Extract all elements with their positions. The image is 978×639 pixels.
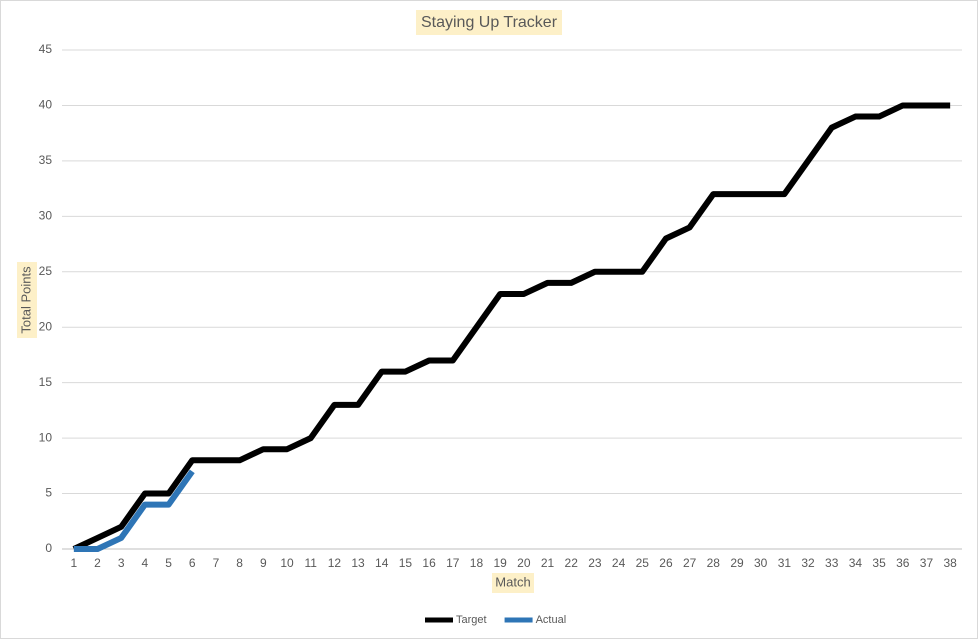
y-tick-label: 10 (39, 430, 53, 444)
y-tick-label: 15 (39, 375, 53, 389)
x-tick-label: 38 (943, 556, 957, 570)
x-tick-label: 34 (849, 556, 863, 570)
y-tick-label: 5 (45, 486, 52, 500)
y-axis-label: Total Points (18, 266, 33, 334)
y-tick-label: 40 (39, 98, 53, 112)
x-tick-label: 27 (683, 556, 697, 570)
x-tick-label: 23 (588, 556, 602, 570)
x-tick-label: 9 (260, 556, 267, 570)
x-tick-label: 13 (351, 556, 365, 570)
x-tick-label: 35 (872, 556, 886, 570)
x-tick-label: 18 (470, 556, 484, 570)
y-tick-label: 30 (39, 209, 53, 223)
y-tick-label: 20 (39, 319, 53, 333)
legend-label: Actual (536, 614, 567, 626)
x-tick-label: 15 (399, 556, 413, 570)
x-tick-label: 25 (636, 556, 650, 570)
y-tick-label: 25 (39, 264, 53, 278)
chart-title: Staying Up Tracker (421, 14, 558, 31)
x-tick-label: 10 (280, 556, 294, 570)
x-tick-label: 20 (517, 556, 531, 570)
x-tick-label: 2 (94, 556, 101, 570)
legend-label: Target (456, 614, 487, 626)
y-tick-label: 0 (45, 541, 52, 555)
x-tick-label: 28 (707, 556, 721, 570)
x-tick-label: 6 (189, 556, 196, 570)
x-tick-label: 29 (730, 556, 744, 570)
line-series (72, 102, 951, 552)
x-label-highlight (492, 573, 534, 593)
y-tick-label: 45 (39, 42, 53, 56)
x-tick-label: 14 (375, 556, 389, 570)
x-tick-label: 33 (825, 556, 839, 570)
x-tick-label: 21 (541, 556, 555, 570)
x-tick-label: 4 (142, 556, 149, 570)
x-tick-label: 36 (896, 556, 910, 570)
x-tick-label: 19 (493, 556, 507, 570)
x-tick-label: 12 (328, 556, 342, 570)
x-tick-label: 11 (304, 556, 317, 570)
x-tick-label: 1 (70, 556, 77, 570)
x-tick-label: 7 (213, 556, 220, 570)
x-tick-label: 16 (422, 556, 436, 570)
y-tick-label: 35 (39, 153, 53, 167)
x-tick-label: 3 (118, 556, 125, 570)
x-tick-label: 32 (801, 556, 815, 570)
x-tick-label: 17 (446, 556, 460, 570)
x-tick-label: 22 (565, 556, 579, 570)
y-label-highlight (17, 262, 37, 338)
x-tick-label: 37 (920, 556, 934, 570)
line-series (73, 469, 195, 552)
x-tick-label: 30 (754, 556, 768, 570)
title-highlight (416, 10, 562, 35)
x-tick-label: 31 (778, 556, 792, 570)
x-tick-label: 26 (659, 556, 673, 570)
x-axis-label: Match (495, 574, 530, 589)
x-tick-label: 8 (236, 556, 243, 570)
x-tick-label: 5 (165, 556, 172, 570)
x-tick-label: 24 (612, 556, 626, 570)
